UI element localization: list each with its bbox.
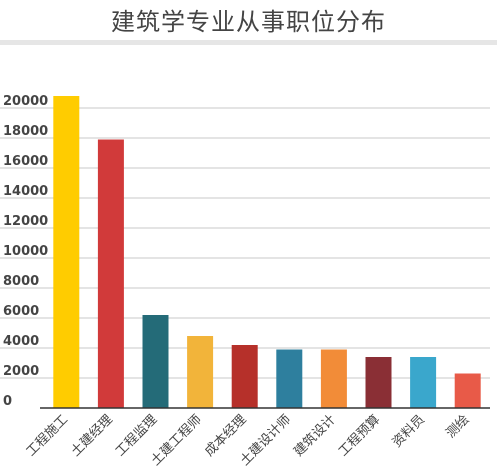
y-tick-label: 6000 [3,304,39,319]
y-tick-label: 4000 [3,334,39,349]
y-tick-label: 14000 [3,184,48,199]
x-tick-label: 工程施工 [24,412,71,459]
y-tick-label: 18000 [3,124,48,139]
bar [365,357,392,408]
bar [231,345,258,408]
y-tick-label: 16000 [3,154,48,169]
x-tick-label: 测绘 [444,412,473,441]
bar [142,315,169,408]
y-tick-label: 20000 [3,94,48,109]
chart-title: 建筑学专业从事职位分布 [111,8,386,36]
x-tick-label: 土建经理 [68,412,115,459]
y-tick-label: 10000 [3,244,48,259]
x-tick-label: 建筑设计 [291,412,339,460]
y-tick-label: 12000 [3,214,48,229]
bar [187,336,214,408]
bar [53,96,80,408]
bar [454,373,481,408]
y-tick-label: 0 [3,394,12,409]
bar [97,139,124,408]
bar [276,349,303,408]
y-tick-label: 2000 [3,364,39,379]
x-tick-label: 资料员 [390,412,428,450]
bar [410,357,437,408]
y-tick-label: 8000 [3,274,39,289]
x-tick-label: 工程预算 [336,412,383,459]
title-divider [0,40,497,45]
bar [320,349,347,408]
